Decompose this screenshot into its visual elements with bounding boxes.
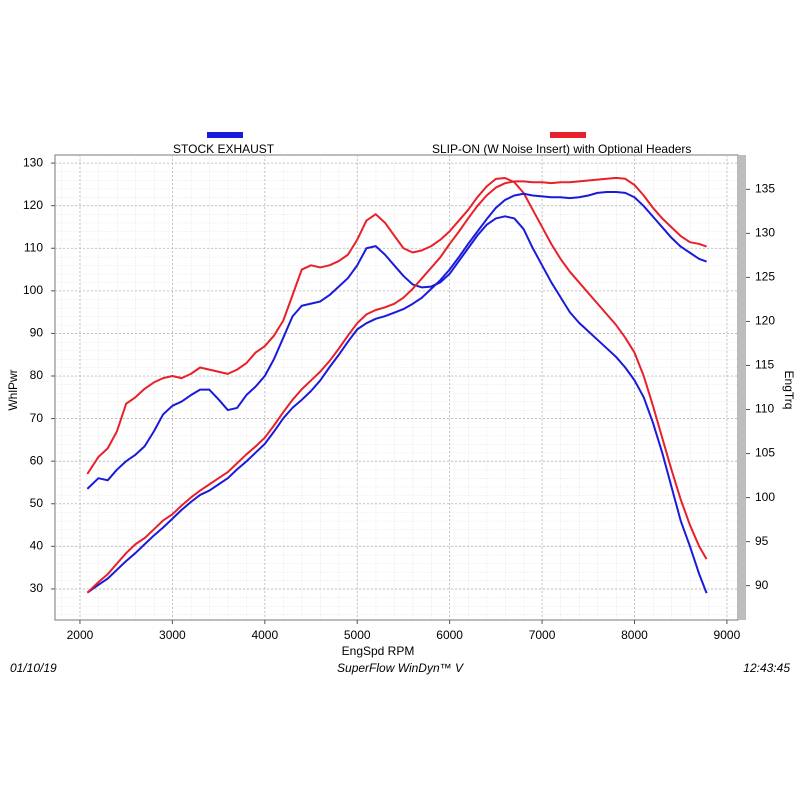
y-axis-label: WhlPwr: [6, 369, 20, 410]
y-tick-label: 100: [23, 283, 43, 297]
y-tick-label: 40: [30, 539, 44, 553]
legend-swatch: [207, 132, 243, 138]
y2-axis-label: EngTrq: [782, 371, 796, 410]
footer-time: 12:43:45: [743, 661, 790, 675]
series-line: [86, 176, 708, 560]
series-line: [86, 190, 707, 594]
minor-grid: [55, 155, 738, 620]
y-tick-label: 70: [30, 411, 44, 425]
x-tick-label: 2000: [67, 628, 94, 642]
y-tick-label: 110: [24, 240, 43, 254]
legend-label: STOCK EXHAUST: [173, 142, 275, 156]
y-tick-label: 130: [23, 155, 43, 169]
y-tick-label: 90: [30, 326, 44, 340]
y2-tick-label: 95: [755, 534, 769, 548]
y2-tick-label: 130: [755, 226, 775, 240]
footer-date: 01/10/19: [10, 661, 57, 675]
y-tick-label: 60: [30, 453, 44, 467]
right-axis-bar: [738, 155, 746, 620]
y2-tick-label: 100: [755, 490, 775, 504]
y2-tick-label: 110: [755, 402, 774, 416]
y-tick-label: 30: [30, 581, 44, 595]
series-line: [86, 215, 708, 594]
legend-label: SLIP-ON (W Noise Insert) with Optional H…: [432, 142, 691, 156]
y2-tick-label: 125: [755, 270, 775, 284]
x-tick-label: 9000: [714, 628, 741, 642]
y2-tick-label: 135: [755, 182, 775, 196]
x-tick-label: 7000: [529, 628, 556, 642]
y2-tick-label: 105: [755, 446, 775, 460]
footer-software: SuperFlow WinDyn™ V: [337, 661, 464, 675]
y-tick-label: 50: [30, 496, 44, 510]
y2-tick-label: 120: [755, 314, 775, 328]
x-tick-label: 5000: [344, 628, 371, 642]
x-tick-label: 3000: [159, 628, 186, 642]
y-tick-label: 120: [23, 198, 43, 212]
x-tick-label: 4000: [251, 628, 278, 642]
legend-swatch: [550, 132, 586, 138]
series-line: [86, 176, 707, 594]
y2-tick-label: 90: [755, 578, 769, 592]
x-tick-label: 6000: [436, 628, 463, 642]
x-axis-label: EngSpd RPM: [342, 644, 415, 658]
y-tick-label: 80: [30, 368, 44, 382]
y2-tick-label: 115: [755, 358, 774, 372]
x-tick-label: 8000: [621, 628, 648, 642]
